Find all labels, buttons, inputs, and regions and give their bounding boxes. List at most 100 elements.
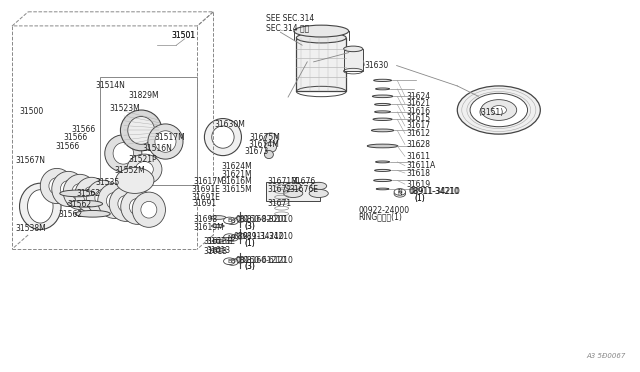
Text: 31619: 31619	[406, 180, 430, 189]
Circle shape	[235, 217, 245, 222]
Text: (3): (3)	[244, 262, 255, 271]
Text: (3): (3)	[244, 262, 255, 271]
Ellipse shape	[40, 169, 74, 203]
Text: 31630: 31630	[365, 61, 389, 70]
Circle shape	[394, 190, 406, 197]
Ellipse shape	[374, 79, 392, 81]
Ellipse shape	[373, 118, 392, 121]
Text: 31671: 31671	[268, 199, 292, 208]
Text: 31562: 31562	[68, 200, 92, 209]
Text: 31621M: 31621M	[221, 170, 252, 179]
Text: (3151): (3151)	[478, 108, 504, 117]
Text: 31613E: 31613E	[206, 237, 236, 246]
Circle shape	[227, 235, 238, 241]
Text: B: B	[230, 219, 235, 224]
Ellipse shape	[210, 216, 226, 219]
Text: 31612: 31612	[406, 129, 430, 138]
Text: 08911-34210: 08911-34210	[410, 187, 460, 196]
Ellipse shape	[211, 248, 225, 251]
Ellipse shape	[75, 211, 110, 217]
Text: 31501: 31501	[172, 31, 196, 41]
Ellipse shape	[136, 161, 154, 177]
Text: 31673: 31673	[244, 147, 269, 156]
Ellipse shape	[109, 186, 143, 221]
Text: (1): (1)	[244, 239, 255, 248]
Text: 31616: 31616	[406, 107, 430, 116]
Ellipse shape	[264, 150, 273, 158]
Text: 08160-82010: 08160-82010	[236, 215, 287, 224]
Ellipse shape	[376, 188, 389, 190]
Ellipse shape	[86, 180, 120, 215]
Ellipse shape	[121, 189, 154, 224]
Text: 31621: 31621	[406, 99, 430, 108]
Circle shape	[394, 189, 406, 195]
Text: 08911-34210: 08911-34210	[408, 187, 459, 196]
Text: 31618: 31618	[406, 169, 430, 177]
Ellipse shape	[98, 183, 131, 218]
Text: RINGリング(1): RINGリング(1)	[358, 212, 402, 221]
Circle shape	[227, 259, 238, 265]
Text: 31552M: 31552M	[115, 166, 145, 175]
Text: 31630M: 31630M	[214, 121, 246, 129]
Text: 31698: 31698	[193, 215, 218, 224]
Circle shape	[481, 100, 516, 121]
Text: 31691: 31691	[192, 199, 216, 208]
Ellipse shape	[376, 161, 390, 163]
Ellipse shape	[60, 190, 95, 197]
Text: SEE SEC.314: SEE SEC.314	[266, 14, 314, 23]
Text: 31514N: 31514N	[95, 81, 125, 90]
Text: 31521P: 31521P	[129, 155, 157, 164]
Text: 31501: 31501	[172, 31, 196, 40]
Ellipse shape	[60, 181, 76, 197]
Text: 08911-34210: 08911-34210	[234, 231, 285, 241]
Text: (1): (1)	[415, 195, 425, 203]
Ellipse shape	[72, 184, 88, 200]
Text: 31624M: 31624M	[221, 162, 252, 171]
Ellipse shape	[294, 25, 349, 37]
Ellipse shape	[49, 178, 65, 194]
Ellipse shape	[371, 129, 394, 132]
Text: 31566: 31566	[71, 125, 95, 134]
Text: 31566: 31566	[56, 142, 80, 151]
Ellipse shape	[374, 103, 390, 106]
Text: 00922-24000: 00922-24000	[358, 206, 410, 215]
Circle shape	[235, 233, 245, 239]
Text: B: B	[230, 260, 235, 264]
Text: 31535: 31535	[95, 178, 120, 187]
Text: 31538M: 31538M	[15, 224, 46, 233]
Text: 31613E: 31613E	[204, 237, 233, 246]
Text: 08160-82010: 08160-82010	[242, 215, 293, 224]
Ellipse shape	[95, 189, 111, 206]
Bar	[344, 49, 363, 71]
Text: A3 5Ð0067: A3 5Ð0067	[586, 353, 625, 359]
Text: 31517M: 31517M	[154, 133, 185, 142]
Text: 31566: 31566	[63, 133, 88, 142]
Text: 31691E: 31691E	[191, 193, 220, 202]
Text: 31672: 31672	[268, 185, 292, 194]
Text: 31562: 31562	[76, 189, 100, 198]
Ellipse shape	[63, 174, 97, 209]
Ellipse shape	[309, 189, 328, 198]
Ellipse shape	[212, 126, 234, 148]
Ellipse shape	[344, 46, 363, 52]
Text: 31613: 31613	[204, 247, 228, 256]
Text: 08160-61210: 08160-61210	[242, 256, 293, 264]
Bar	[266, 182, 320, 201]
Ellipse shape	[155, 131, 176, 152]
Ellipse shape	[113, 142, 134, 164]
Ellipse shape	[20, 183, 61, 230]
Circle shape	[227, 218, 238, 225]
Ellipse shape	[28, 190, 53, 223]
Text: 31676E: 31676E	[289, 185, 318, 194]
Text: 31675M: 31675M	[250, 132, 280, 142]
Ellipse shape	[106, 192, 122, 209]
Text: (1): (1)	[244, 239, 255, 248]
Ellipse shape	[83, 186, 99, 203]
Ellipse shape	[129, 198, 145, 215]
Ellipse shape	[75, 177, 108, 212]
Ellipse shape	[127, 154, 162, 185]
Text: 31628: 31628	[406, 140, 430, 149]
Ellipse shape	[105, 135, 142, 172]
Text: N: N	[227, 235, 232, 240]
Ellipse shape	[116, 167, 154, 193]
